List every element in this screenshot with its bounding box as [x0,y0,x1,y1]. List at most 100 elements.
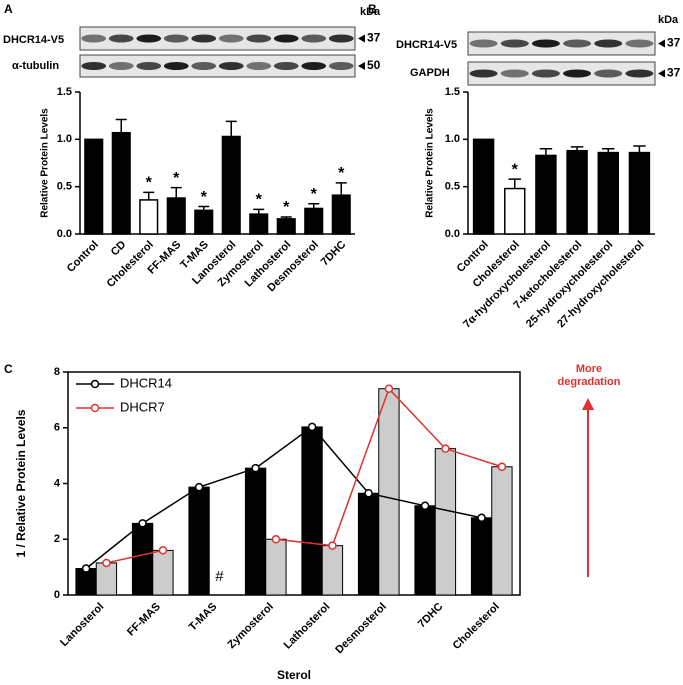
panel-label: C [4,362,13,376]
significance: * [311,186,318,203]
y-axis-title: Relative Protein Levels [40,108,51,218]
marker-arrow [658,69,665,78]
significance: * [512,161,519,178]
axes [467,92,655,235]
y-tick-label: 1.5 [57,86,72,98]
bar [139,199,159,235]
blot-strip [79,26,356,51]
y-tick-label: 1.5 [445,86,460,98]
point [158,546,168,555]
blot-label: α-tubulin [12,60,59,72]
error-bar [308,202,320,209]
annotation: degradation [558,376,621,388]
blot-band [191,62,217,70]
panel-label: A [4,2,13,16]
bar [628,151,651,235]
x-tick-label: T-MAS [187,601,220,634]
bar [566,149,588,235]
blot-band [273,62,299,70]
blot-strip [79,54,356,78]
blot-label: GAPDH [410,67,450,79]
blot-band [273,34,299,43]
point [194,482,204,492]
blot-band [563,69,592,78]
blot-marker: 50 [367,58,381,72]
y-tick-label: 0.0 [57,228,72,240]
bar [597,151,619,235]
bar [357,492,380,596]
bar [244,467,267,596]
blot-marker: 37 [667,36,681,50]
y-tick-label: 0.0 [445,228,460,240]
legend-label: DHCR7 [120,399,165,414]
y-tick-label: 0.5 [57,181,72,193]
bar [472,138,495,235]
x-tick-label: Desmosterol [333,601,389,657]
bar [304,207,324,235]
blot-band [81,34,107,43]
bar [152,549,174,596]
missing-marker: # [215,568,224,585]
significance: * [201,189,208,206]
blot-band [81,62,107,70]
error-bar [602,148,615,153]
blot-band [108,62,134,70]
legend-label: DHCR14 [120,375,172,390]
x-tick-label: Lanosterol [58,601,106,649]
blot-band [500,69,529,78]
blot-band [218,34,244,43]
bar [131,522,154,596]
bar [194,209,214,235]
blot-band [246,34,272,43]
marker-arrow [358,62,365,70]
blot-band [531,39,560,48]
bar [166,197,186,235]
bar [84,138,104,235]
blot-strip [467,61,656,86]
error-bar [170,186,182,199]
blot-band [625,39,654,48]
blot-band [108,34,134,43]
blot-band [163,34,189,43]
blot-band [469,69,498,78]
blot-unit: kDa [360,6,381,18]
y-axis-title: 1 / Relative Protein Levels [14,409,28,557]
error-bar [570,146,584,151]
x-tick-label: Lathosterol [282,601,333,652]
blot-band [625,69,654,78]
significance: * [338,165,345,182]
bar [265,538,287,596]
blot-band [563,39,592,48]
y-tick-label: 0 [54,589,60,601]
point [497,462,507,472]
x-tick-label: Control [65,239,101,275]
bar [491,466,513,596]
blot-band [301,34,327,43]
bar [535,154,557,235]
significance: * [283,199,290,216]
error-bar [280,216,292,219]
bar [504,187,526,235]
blot-band [218,62,244,70]
x-tick-label: Cholesterol [451,601,502,652]
series-line [85,425,482,570]
blot-band [328,62,354,70]
x-tick-label: Zymosterol [226,601,276,651]
x-tick-label: 7DHC [416,601,446,631]
blot-unit: kDa [658,14,679,26]
point [384,384,394,393]
blot-band [163,62,189,70]
blot-band [136,34,162,43]
blot-label: DHCR14-V5 [396,39,457,51]
bar [249,213,269,235]
x-tick-label: FF-MAS [125,601,163,639]
marker-arrow [658,39,665,48]
y-tick-label: 0.5 [445,181,460,193]
bar [188,486,210,596]
blot-marker: 37 [667,66,681,80]
point [81,564,91,573]
significance: * [173,170,180,187]
x-tick-label: 7DHC [319,239,349,269]
blot-band [328,34,354,43]
